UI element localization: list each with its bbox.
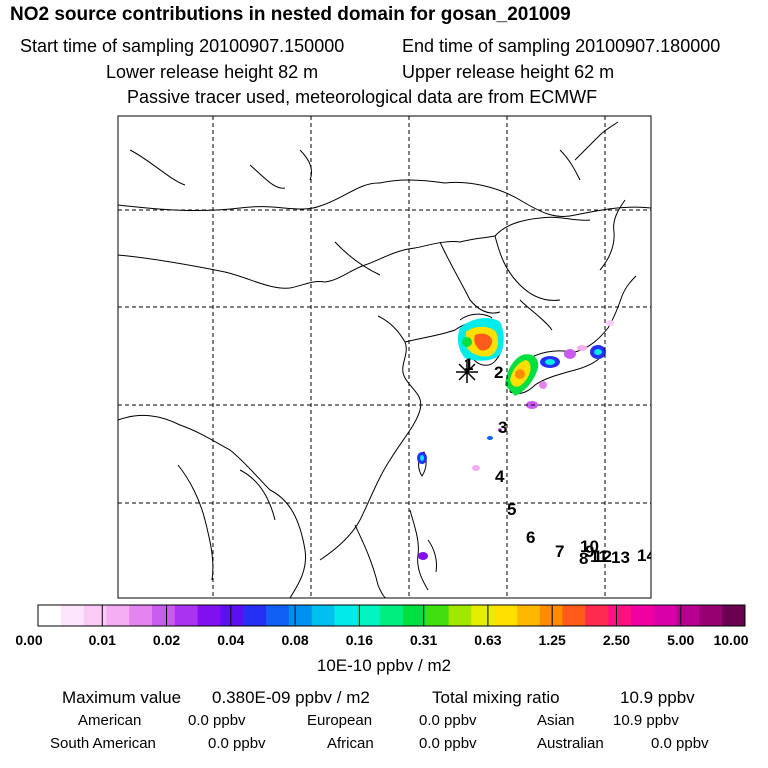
colorbar-swatch <box>129 605 153 626</box>
colorbar-swatch <box>676 605 700 626</box>
track-label-13: 13 <box>611 548 630 567</box>
colorbar-swatch <box>722 605 746 626</box>
colorbar-tick-label: 1.25 <box>538 632 566 648</box>
colorbar-tick-label: 0.63 <box>474 632 502 648</box>
colorbar-swatch <box>220 605 244 626</box>
plume <box>417 318 614 560</box>
colorbar-swatch <box>334 605 358 626</box>
max-value-label: Maximum value <box>62 688 182 707</box>
colorbar-swatch <box>471 605 495 626</box>
colorbar-swatch <box>380 605 404 626</box>
end-time: End time of sampling 20100907.180000 <box>402 36 721 56</box>
colorbar-swatch <box>243 605 267 626</box>
african-value: 0.0 ppbv <box>419 735 477 752</box>
colorbar-swatch <box>402 605 427 626</box>
colorbar-tick-label: 0.08 <box>281 632 309 648</box>
colorbar-tick-label: 5.00 <box>667 632 695 648</box>
track-label-9: 9 <box>585 542 594 561</box>
tracer-note: Passive tracer used, meteorological data… <box>127 87 598 107</box>
colorbar-tick-label: 2.50 <box>602 632 631 648</box>
colorbar-swatch <box>539 605 564 626</box>
track-label-2: 2 <box>494 363 503 382</box>
track-label-3: 3 <box>498 418 507 437</box>
colorbar-swatch <box>288 605 313 626</box>
track-label-14: 14 <box>637 546 656 565</box>
star-marker <box>456 361 478 383</box>
colorbar-tick-label: 0.01 <box>88 632 116 648</box>
american-label: American <box>78 712 142 729</box>
colorbar-swatch <box>106 605 130 626</box>
track-label-6: 6 <box>526 528 535 547</box>
colorbar-tick-label: 0.04 <box>217 632 245 648</box>
colorbar-swatch <box>608 605 632 626</box>
colorbar-swatch <box>60 605 85 626</box>
colorbar-swatch <box>516 605 541 626</box>
american-value: 0.0 ppbv <box>188 712 246 729</box>
track-label-8: 8 <box>579 549 588 568</box>
track-label-5: 5 <box>507 500 516 519</box>
colorbar-tick-label: 0.16 <box>345 632 373 648</box>
colorbar-swatch <box>630 605 655 626</box>
colorbar-swatch <box>311 605 335 626</box>
colorbar-tick-label: 0.00 <box>15 632 43 648</box>
lower-release-height: Lower release height 82 m <box>106 62 319 82</box>
track-label-10: 10 <box>580 537 599 556</box>
total-mixing-label: Total mixing ratio <box>432 688 560 707</box>
colorbar-swatch <box>699 605 723 626</box>
australian-value: 0.0 ppbv <box>651 735 709 752</box>
colorbar-swatch <box>494 605 518 626</box>
colorbar-swatch <box>83 605 107 626</box>
track-label-7: 7 <box>555 542 564 561</box>
track-label-4: 4 <box>495 467 505 486</box>
south-american-label: South American <box>50 735 156 752</box>
colorbar-swatch <box>152 605 176 626</box>
european-value: 0.0 ppbv <box>419 712 477 729</box>
australian-label: Australian <box>537 735 604 752</box>
colorbar-swatch <box>266 605 290 626</box>
asian-value: 10.9 ppbv <box>613 712 679 729</box>
plot-title: NO2 source contributions in nested domai… <box>10 4 571 25</box>
colorbar-swatch <box>197 605 221 626</box>
colorbar-frame <box>37 604 746 627</box>
track-label-12: 12 <box>593 547 612 566</box>
south-american-value: 0.0 ppbv <box>208 735 266 752</box>
max-value: 0.380E-09 ppbv / m2 <box>212 688 370 707</box>
colorbar-swatch <box>653 605 678 626</box>
european-label: European <box>307 712 373 729</box>
african-label: African <box>327 735 374 752</box>
colorbar-swatch <box>38 605 62 626</box>
colorbar-swatch <box>425 605 450 626</box>
lat-lon-grid <box>118 116 651 598</box>
colorbar-swatch <box>174 605 199 626</box>
colorbar-swatch <box>357 605 381 626</box>
colorbar <box>37 604 746 627</box>
colorbar-swatch <box>585 605 609 626</box>
colorbar-tick-label: 0.02 <box>152 632 181 648</box>
colorbar-units: 10E-10 ppbv / m2 <box>316 656 452 675</box>
track-label-1: 1 <box>464 355 473 374</box>
colorbar-swatch <box>448 605 472 626</box>
coastlines <box>118 121 651 598</box>
total-mixing-value: 10.9 ppbv <box>620 688 695 707</box>
colorbar-tick-label: 0.31 <box>410 632 438 648</box>
colorbar-swatch <box>562 605 586 626</box>
map-frame <box>117 115 652 599</box>
upper-release-height: Upper release height 62 m <box>402 62 615 82</box>
asian-label: Asian <box>537 712 575 729</box>
colorbar-tick-label: 10.00 <box>713 632 749 648</box>
start-time: Start time of sampling 20100907.150000 <box>20 36 345 56</box>
track-label-11: 11 <box>590 547 608 566</box>
